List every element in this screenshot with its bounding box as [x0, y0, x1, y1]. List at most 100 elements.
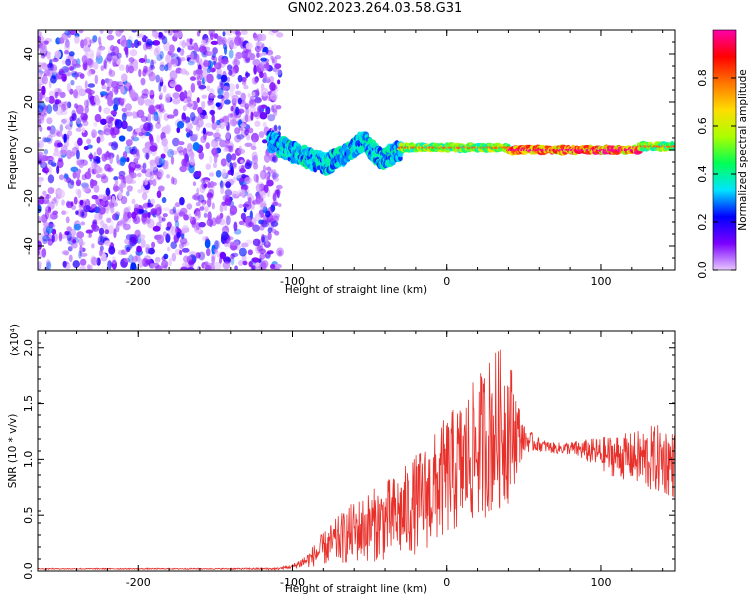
spectrogram-cell — [100, 175, 109, 184]
spectrogram-cell — [49, 129, 57, 138]
spectrogram-cell — [143, 122, 152, 132]
spectrogram-cell — [237, 260, 244, 266]
colorbar-tick-label: 0.4 — [696, 165, 709, 183]
spectrogram-cell — [38, 204, 42, 214]
spectrogram-cell — [244, 162, 252, 170]
spectrogram-cell — [200, 100, 206, 110]
colorbar: 0.0 0.2 0.4 0.6 0.8 Normalized spectral ampl… — [696, 29, 749, 279]
spectrogram-cell — [110, 205, 115, 214]
spectrogram-cell — [94, 213, 102, 221]
spectrogram-cell — [269, 82, 276, 92]
spectrogram-cell — [45, 225, 54, 234]
spectrogram-cell — [172, 97, 181, 105]
spectrogram-cell — [101, 253, 107, 258]
spectrogram-cell — [155, 45, 161, 55]
spectrogram-cell — [138, 258, 144, 268]
spectrogram-cell — [170, 156, 175, 165]
snr-y-tick-label: 2.0 — [22, 339, 35, 357]
spectrogram-cell — [38, 41, 47, 50]
spectrogram-cell — [274, 189, 279, 195]
spectrogram-cell — [46, 259, 50, 267]
spectrogram-cell — [218, 80, 224, 89]
spectrogram-cell — [57, 37, 65, 43]
spectrogram-cell — [233, 221, 238, 232]
spectrogram-cell — [38, 178, 42, 189]
colorbar-tick-label: 0.6 — [696, 117, 709, 135]
spectrogram-cell — [66, 130, 73, 137]
spectrogram-cell — [203, 212, 208, 218]
spectrogram-cell — [187, 45, 194, 51]
spectrogram-cell — [100, 173, 107, 180]
spectrogram-cell — [180, 266, 188, 270]
spectrogram-cell — [111, 259, 117, 270]
spectrogram-cell — [214, 240, 221, 249]
spectrogram-x-axis-label: Height of straight line (km) — [285, 284, 427, 296]
spectrogram-cell — [71, 109, 77, 120]
spectrogram-cell — [79, 244, 83, 255]
spectrogram-cell — [212, 53, 216, 58]
spectrogram-cell — [115, 213, 120, 221]
spectrogram-cell — [265, 108, 271, 114]
spectrogram-cell — [192, 181, 197, 187]
spectrogram-cell — [41, 85, 46, 96]
spectrogram-cell — [219, 251, 227, 260]
spectrogram-cell — [274, 263, 282, 269]
spectrogram-cell — [129, 49, 138, 57]
spectrogram-cell — [47, 238, 54, 246]
spectrogram-cell — [159, 76, 164, 83]
spectrogram-cell — [38, 83, 42, 92]
spectrogram-cell — [176, 231, 181, 239]
spectrogram-cell — [78, 204, 85, 210]
spectrogram-cell — [131, 255, 138, 263]
spectrogram-cell — [67, 246, 73, 252]
spectrogram-cell — [161, 137, 168, 147]
spectrogram-cell — [159, 61, 165, 68]
spectrogram-cell — [240, 123, 247, 128]
spectrogram-cell — [227, 113, 234, 118]
spectrogram-cell — [103, 59, 107, 70]
spectrogram-cell — [205, 142, 210, 150]
spectrogram-cell — [132, 110, 136, 119]
spectrogram-cell — [76, 149, 80, 160]
spectrogram-cell — [212, 47, 218, 55]
spectrogram-cell — [71, 112, 77, 121]
spectrogram-cell — [158, 103, 165, 113]
spectrogram-cell — [265, 236, 269, 246]
spectrogram-cell — [173, 108, 179, 117]
spectrogram-cell — [112, 126, 120, 136]
spectrogram-cell — [232, 58, 241, 67]
spectrogram-cell — [244, 128, 249, 136]
spectrogram-cell — [131, 211, 137, 220]
spectrogram-cell — [182, 105, 187, 112]
snr-y-tick-label: 1.5 — [22, 395, 35, 413]
spectrogram-cell — [126, 190, 130, 197]
spectrogram-cell — [224, 189, 233, 197]
spectrogram-cell — [38, 199, 42, 205]
spectrogram-cell — [255, 88, 260, 96]
spectrogram-cell — [220, 74, 228, 83]
spectrogram-cell — [151, 241, 156, 249]
spectrogram-cell — [176, 126, 181, 134]
spectrogram-cell — [209, 32, 214, 41]
spectrogram-cell — [185, 71, 190, 76]
spectrogram-cell — [243, 84, 249, 90]
spectrogram-cell — [167, 30, 173, 36]
spectrogram-cell — [81, 127, 86, 134]
spectrogram-cell — [188, 258, 195, 268]
spectrogram-cell — [186, 122, 193, 130]
spectrogram-cell — [92, 35, 98, 43]
spectrogram-cell — [75, 85, 83, 92]
spectrogram-cell — [80, 241, 86, 246]
spectrogram-cell — [52, 210, 59, 215]
spectrogram-cell — [234, 30, 241, 35]
spectrogram-cell — [237, 97, 242, 105]
spectrogram-cell — [172, 206, 177, 214]
spectrogram-cell — [40, 44, 48, 55]
spectrogram-cell — [225, 181, 231, 189]
spectrogram-cell — [201, 202, 206, 208]
spectrogram-cell — [147, 198, 151, 207]
spectrogram-cell — [152, 225, 161, 232]
spectrogram-cell — [108, 68, 113, 75]
spectrogram-cell — [57, 159, 64, 169]
spectrogram-cell — [230, 105, 234, 112]
